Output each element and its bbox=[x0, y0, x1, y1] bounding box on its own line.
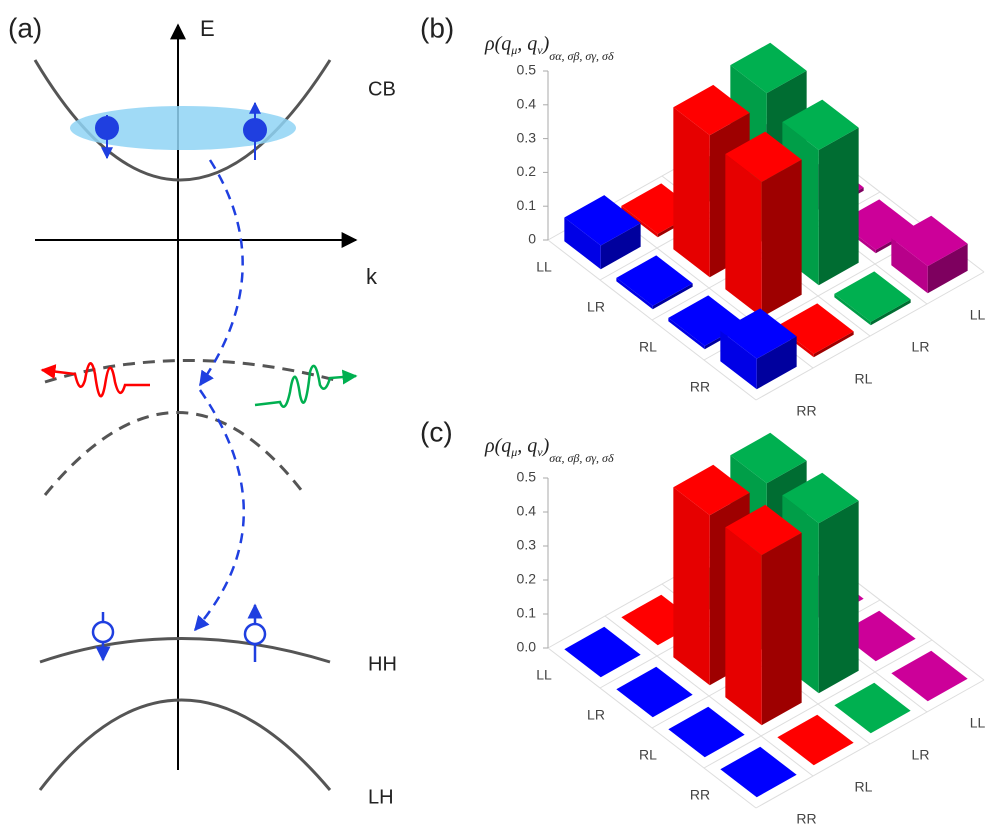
column-label: LL bbox=[970, 715, 986, 731]
bar bbox=[725, 132, 801, 318]
photon-wave bbox=[42, 363, 150, 396]
column-label: RR bbox=[796, 811, 816, 827]
panel-label: (a) bbox=[8, 12, 42, 43]
title-part: ρ(q bbox=[484, 435, 511, 457]
title-part: μ bbox=[510, 445, 517, 459]
bar bbox=[725, 505, 801, 725]
z-tick-label: 0.4 bbox=[517, 96, 537, 112]
heavy-hole-band bbox=[40, 639, 330, 663]
band-diagram: (a) E k CB HH LH bbox=[8, 12, 397, 808]
z-tick-label: 0.3 bbox=[517, 129, 537, 145]
bar-side bbox=[819, 128, 859, 286]
column-label: RL bbox=[855, 371, 873, 387]
transition-arrow bbox=[200, 160, 243, 385]
panel-label: (c) bbox=[420, 416, 453, 447]
z-tick-label: 0.5 bbox=[517, 469, 537, 485]
z-tick-label: 0.4 bbox=[517, 503, 537, 519]
z-tick-label: 0.0 bbox=[517, 639, 537, 655]
column-label: RR bbox=[796, 403, 816, 419]
row-label: LR bbox=[587, 707, 605, 723]
bar-side bbox=[762, 160, 802, 318]
chart-title: ρ(qμ, qν)σα, σβ, σγ, σδ bbox=[484, 33, 614, 63]
row-label: LR bbox=[587, 299, 605, 315]
row-label: RR bbox=[690, 379, 710, 395]
bar-top bbox=[834, 271, 910, 321]
title-part: σα, σβ, σγ, σδ bbox=[549, 49, 614, 63]
bar-front bbox=[725, 154, 761, 317]
bar-side bbox=[819, 501, 859, 693]
row-label: LL bbox=[536, 259, 552, 275]
title-part: , q bbox=[517, 435, 537, 457]
z-tick-label: 0.2 bbox=[517, 163, 537, 179]
row-label: LL bbox=[536, 667, 552, 683]
bar-front bbox=[725, 527, 761, 725]
title-part: , q bbox=[517, 33, 537, 55]
row-label: RL bbox=[639, 339, 657, 355]
bar-top bbox=[616, 255, 692, 305]
bar-front bbox=[673, 107, 709, 277]
energy-label: E bbox=[200, 16, 215, 41]
title-part: μ bbox=[510, 43, 517, 57]
light-hole-band bbox=[40, 700, 330, 790]
bar-front bbox=[673, 487, 709, 685]
exciton-level bbox=[45, 413, 305, 496]
band-label: CB bbox=[368, 78, 396, 100]
z-tick-label: 0.2 bbox=[517, 571, 537, 587]
row-label: RL bbox=[639, 747, 657, 763]
title-part: ρ(q bbox=[484, 33, 511, 55]
column-label: RL bbox=[855, 779, 873, 795]
column-label: LR bbox=[912, 747, 930, 763]
band-label: LH bbox=[368, 786, 394, 808]
z-tick-label: 0.5 bbox=[517, 62, 537, 78]
column-label: LL bbox=[970, 307, 986, 323]
transition-arrow bbox=[195, 390, 244, 630]
z-tick-label: 0.3 bbox=[517, 537, 537, 553]
z-tick-label: 0.1 bbox=[517, 197, 537, 213]
bar-side bbox=[762, 533, 802, 725]
row-label: RR bbox=[690, 787, 710, 803]
column-label: LR bbox=[912, 339, 930, 355]
page: (a) E k CB HH LH (b) ρ(qμ, qν)σα, σβ, σγ,… bbox=[0, 0, 1003, 834]
title-part: σα, σβ, σγ, σδ bbox=[549, 451, 614, 465]
panel-label: (b) bbox=[420, 12, 454, 43]
z-tick-label: 0.1 bbox=[517, 605, 537, 621]
momentum-label: k bbox=[366, 264, 378, 289]
figure: (a) E k CB HH LH (b) ρ(qμ, qν)σα, σβ, σγ,… bbox=[0, 0, 1003, 834]
band-label: HH bbox=[368, 653, 397, 675]
chart-title: ρ(qμ, qν)σα, σβ, σγ, σδ bbox=[484, 435, 614, 465]
z-tick-label: 0 bbox=[528, 231, 536, 247]
